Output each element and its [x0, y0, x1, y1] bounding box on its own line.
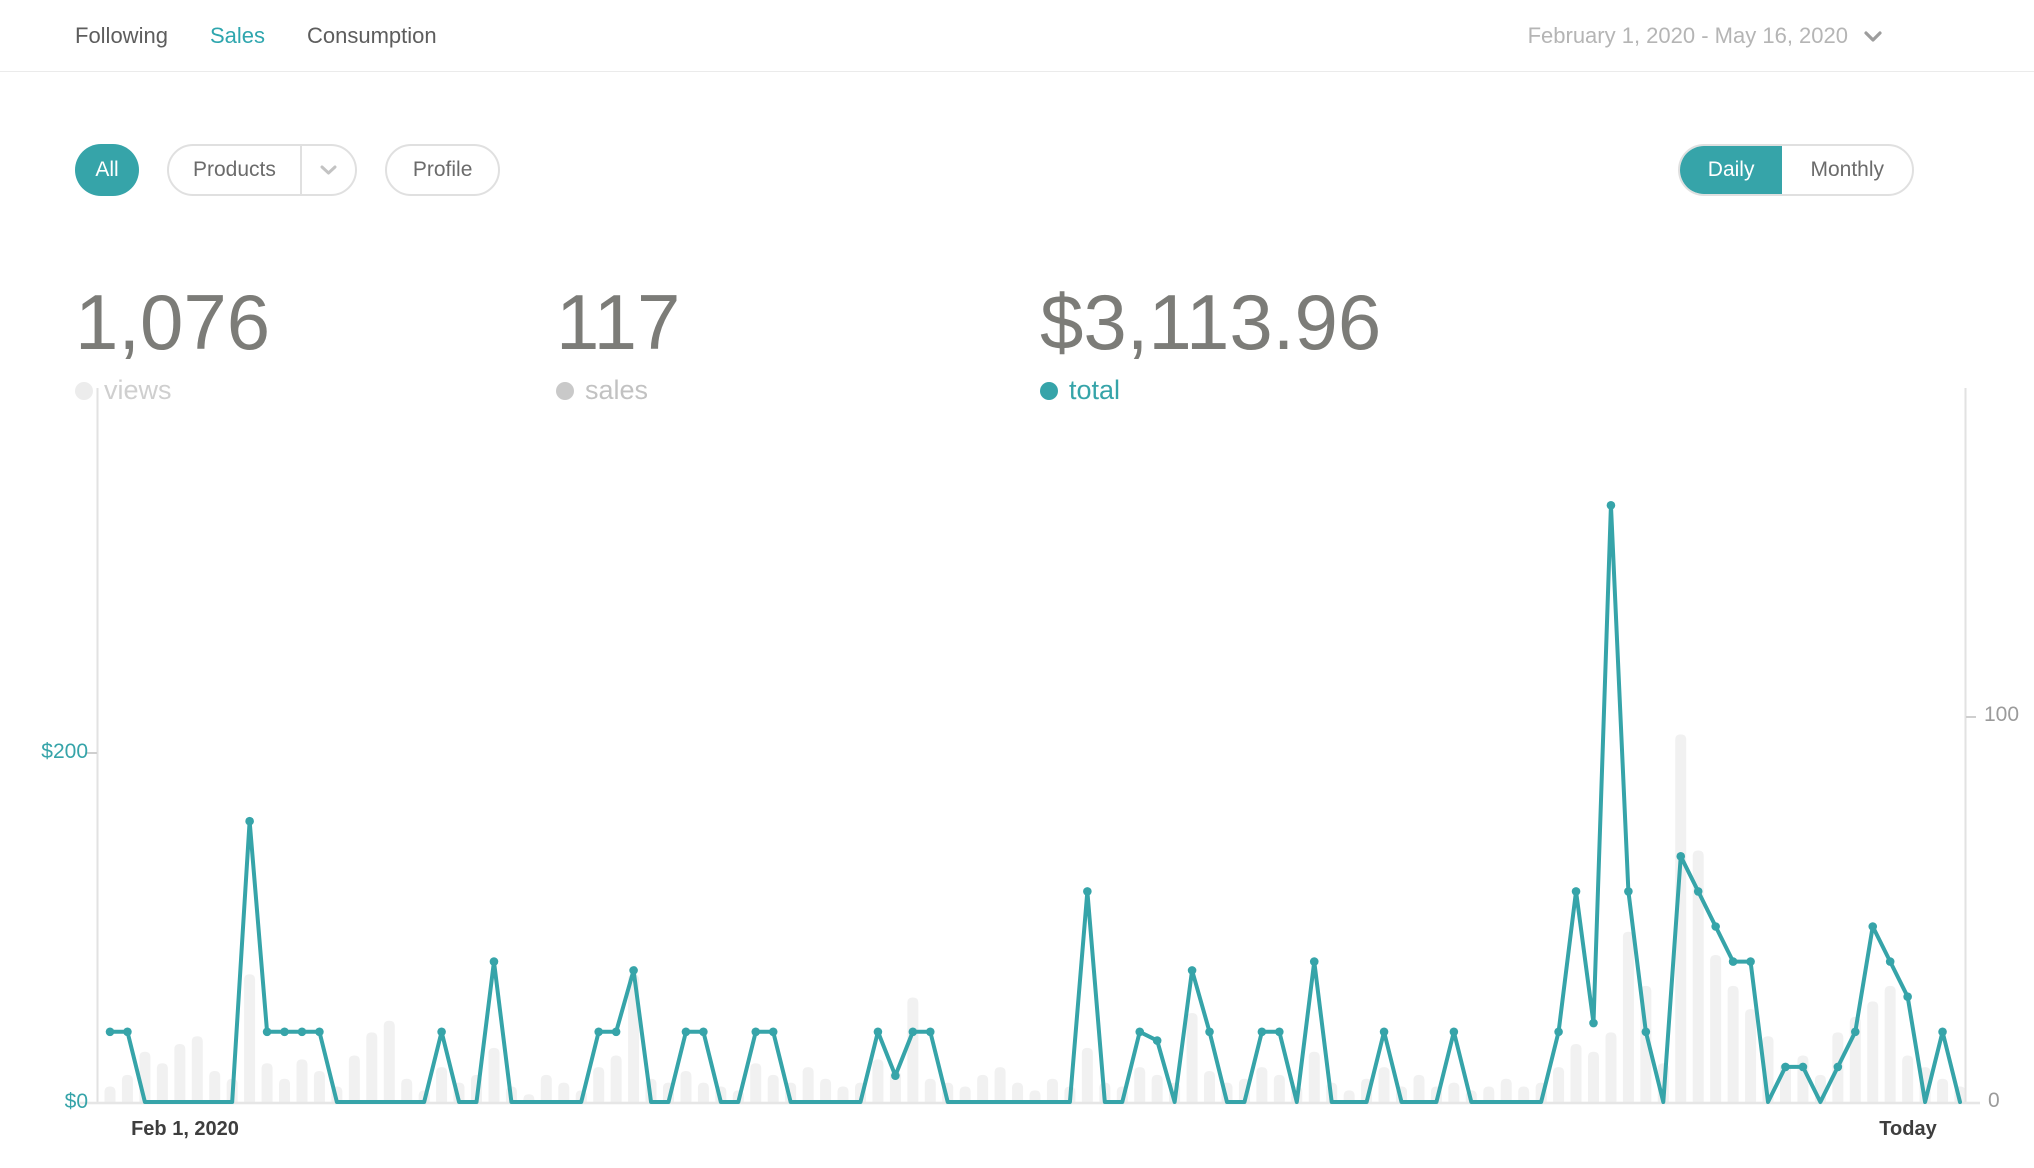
sales-dot-icon — [556, 381, 574, 400]
total-value: $3,113.96 — [1040, 278, 1382, 366]
tab-consumption[interactable]: Consumption — [306, 23, 437, 48]
sales-value: 117 — [556, 278, 681, 366]
pill-divider — [299, 144, 302, 196]
tab-following[interactable]: Following — [75, 23, 168, 48]
nav-tabs: Following Sales Consumption — [75, 0, 437, 72]
stat-total: $3,113.96 total — [1040, 283, 1381, 406]
total-legend: total — [1040, 375, 1381, 406]
left-axis-tick-200: $200 — [41, 740, 88, 763]
top-header: Following Sales Consumption February 1, … — [0, 0, 2034, 72]
views-label: views — [104, 375, 172, 405]
chevron-down-icon — [1864, 30, 1882, 42]
date-range-text: February 1, 2020 - May 16, 2020 — [1527, 23, 1848, 48]
filter-bar: All Products Profile — [75, 144, 501, 196]
views-legend: views — [75, 375, 270, 406]
views-dot-icon — [75, 381, 93, 400]
total-label: total — [1069, 375, 1121, 405]
products-chevron-down-icon[interactable] — [302, 165, 355, 175]
x-axis-start-label: Feb 1, 2020 — [131, 1118, 239, 1140]
filter-profile-label: Profile — [412, 158, 473, 181]
daily-button[interactable]: Daily — [1679, 146, 1783, 194]
right-axis-tick-0: 0 — [1988, 1089, 2000, 1112]
left-axis-tick-0: $0 — [64, 1090, 88, 1113]
daily-label: Daily — [1707, 158, 1755, 181]
tab-sales[interactable]: Sales — [209, 23, 265, 48]
monthly-label: Monthly — [1810, 158, 1884, 181]
filter-products-button[interactable]: Products — [167, 144, 357, 196]
x-axis-end-label: Today — [1879, 1118, 1937, 1140]
filter-all-label: All — [95, 158, 119, 181]
sales-legend: sales — [556, 375, 680, 406]
views-value: 1,076 — [75, 278, 271, 366]
total-dot-icon — [1040, 381, 1058, 400]
granularity-toggle: Daily Monthly — [1677, 144, 1914, 196]
filter-profile-button[interactable]: Profile — [384, 144, 501, 196]
right-axis-tick-100: 100 — [1984, 703, 2020, 726]
stat-views: 1,076 views — [75, 283, 270, 406]
filter-products-label: Products — [193, 158, 276, 181]
date-range-selector[interactable]: February 1, 2020 - May 16, 2020 — [1528, 0, 1882, 72]
stat-sales: 117 sales — [556, 283, 680, 406]
sales-label: sales — [585, 375, 649, 405]
chart-svg[interactable] — [80, 388, 1980, 1105]
monthly-button[interactable]: Monthly — [1782, 146, 1912, 194]
filter-all-button[interactable]: All — [75, 144, 139, 196]
